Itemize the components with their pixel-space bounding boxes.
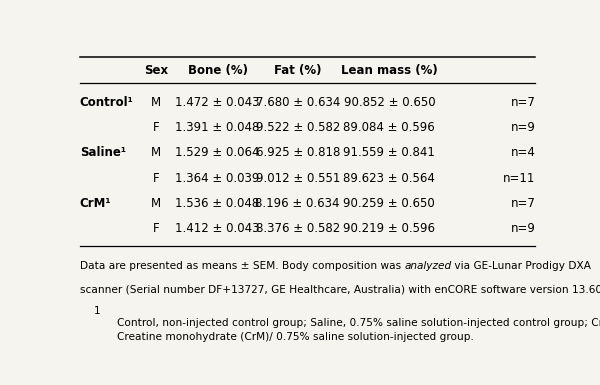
Text: Saline¹: Saline¹ xyxy=(80,146,125,159)
Text: n=7: n=7 xyxy=(511,197,535,210)
Text: F: F xyxy=(152,121,159,134)
Text: M: M xyxy=(151,96,161,109)
Text: n=9: n=9 xyxy=(511,222,535,235)
Text: Sex: Sex xyxy=(144,64,168,77)
Text: CrM¹: CrM¹ xyxy=(80,197,111,210)
Text: 8.376 ± 0.582: 8.376 ± 0.582 xyxy=(256,222,340,235)
Text: n=9: n=9 xyxy=(511,121,535,134)
Text: n=11: n=11 xyxy=(503,172,535,185)
Text: 91.559 ± 0.841: 91.559 ± 0.841 xyxy=(343,146,435,159)
Text: 90.219 ± 0.596: 90.219 ± 0.596 xyxy=(343,222,436,235)
Text: F: F xyxy=(152,222,159,235)
Text: F: F xyxy=(152,172,159,185)
Text: 90.259 ± 0.650: 90.259 ± 0.650 xyxy=(343,197,435,210)
Text: Control, non-injected control group; Saline, 0.75% saline solution-injected cont: Control, non-injected control group; Sal… xyxy=(117,318,600,328)
Text: 1: 1 xyxy=(94,306,100,316)
Text: 1.364 ± 0.039: 1.364 ± 0.039 xyxy=(175,172,260,185)
Text: M: M xyxy=(151,197,161,210)
Text: 1.412 ± 0.043: 1.412 ± 0.043 xyxy=(175,222,260,235)
Text: via GE-Lunar Prodigy DXA: via GE-Lunar Prodigy DXA xyxy=(451,261,591,271)
Text: 9.012 ± 0.551: 9.012 ± 0.551 xyxy=(256,172,340,185)
Text: Creatine monohydrate (CrM)/ 0.75% saline solution-injected group.: Creatine monohydrate (CrM)/ 0.75% saline… xyxy=(117,332,474,342)
Text: 1.536 ± 0.048: 1.536 ± 0.048 xyxy=(175,197,260,210)
Text: 8.196 ± 0.634: 8.196 ± 0.634 xyxy=(256,197,340,210)
Text: Fat (%): Fat (%) xyxy=(274,64,322,77)
Text: analyzed: analyzed xyxy=(404,261,451,271)
Text: Control¹: Control¹ xyxy=(80,96,133,109)
Text: 90.852 ± 0.650: 90.852 ± 0.650 xyxy=(344,96,435,109)
Text: n=4: n=4 xyxy=(511,146,535,159)
Text: 1.391 ± 0.048: 1.391 ± 0.048 xyxy=(175,121,260,134)
Text: 9.522 ± 0.582: 9.522 ± 0.582 xyxy=(256,121,340,134)
Text: 7.680 ± 0.634: 7.680 ± 0.634 xyxy=(256,96,340,109)
Text: Data are presented as means ± SEM. Body composition was: Data are presented as means ± SEM. Body … xyxy=(80,261,404,271)
Text: M: M xyxy=(151,146,161,159)
Text: n=7: n=7 xyxy=(511,96,535,109)
Text: Lean mass (%): Lean mass (%) xyxy=(341,64,438,77)
Text: 89.084 ± 0.596: 89.084 ± 0.596 xyxy=(343,121,435,134)
Text: 1.529 ± 0.064: 1.529 ± 0.064 xyxy=(175,146,260,159)
Text: Bone (%): Bone (%) xyxy=(188,64,248,77)
Text: 6.925 ± 0.818: 6.925 ± 0.818 xyxy=(256,146,340,159)
Text: 1.472 ± 0.043: 1.472 ± 0.043 xyxy=(175,96,260,109)
Text: 89.623 ± 0.564: 89.623 ± 0.564 xyxy=(343,172,435,185)
Text: scanner (Serial number DF+13727, GE Healthcare, Australia) with enCORE software : scanner (Serial number DF+13727, GE Heal… xyxy=(80,285,600,295)
